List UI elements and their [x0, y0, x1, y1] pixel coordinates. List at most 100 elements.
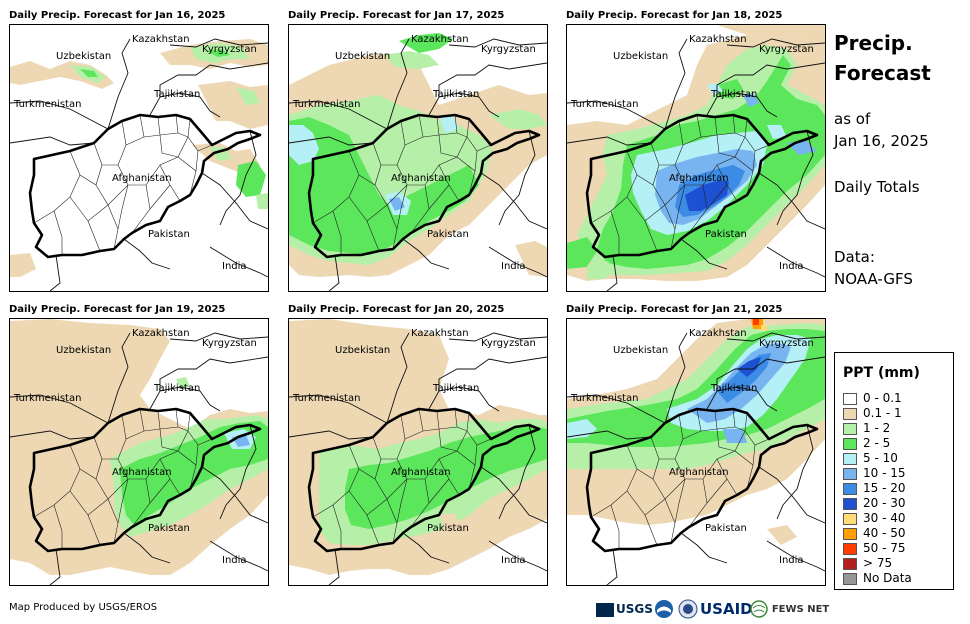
legend-swatch	[843, 482, 857, 495]
province-boundary	[428, 478, 450, 504]
country-label-uzbekistan: Uzbekistan	[335, 345, 390, 356]
country-border	[209, 246, 268, 278]
province-boundary	[674, 184, 686, 230]
legend-swatch	[843, 437, 857, 450]
legend-label: 40 - 50	[863, 526, 906, 540]
forecast-panel-jan19: Daily Precip. Forecast for Jan 19, 2025 …	[9, 304, 269, 586]
precip-area	[587, 261, 617, 279]
country-border	[606, 254, 618, 291]
as-of-text: as of Jan 16, 2025	[834, 108, 954, 152]
country-border	[716, 356, 825, 391]
province-boundary	[159, 428, 179, 452]
country-label-kyrgyzstan: Kyrgyzstan	[759, 338, 814, 349]
country-border	[428, 386, 500, 412]
precip-area	[236, 161, 266, 197]
legend-item: 2 - 5	[843, 436, 890, 450]
as-of-line1: as of	[834, 110, 871, 128]
country-label-uzbekistan: Uzbekistan	[56, 345, 111, 356]
precip-area	[567, 237, 597, 269]
precip-area	[176, 377, 190, 389]
precip-area	[717, 79, 743, 99]
map-frame: Uzbekistan Kazakhstan Kyrgyzstan Tajikistan…	[566, 24, 826, 292]
precip-map: Uzbekistan Kazakhstan Kyrgyzstan Tajikistan…	[567, 319, 825, 585]
country-border	[664, 332, 688, 424]
province-boundary	[381, 414, 406, 460]
legend-item: 40 - 50	[843, 526, 906, 540]
map-frame: Uzbekistan Kazakhstan Kyrgyzstan Tajikistan…	[566, 318, 826, 586]
country-border	[328, 548, 340, 585]
country-label-afghanistan: Afghanistan	[112, 467, 172, 478]
country-border	[10, 136, 95, 146]
province-boundary	[636, 142, 660, 186]
legend-swatch	[843, 407, 857, 420]
legend-label: 0.1 - 1	[863, 406, 902, 420]
country-border	[706, 92, 778, 118]
country-label-uzbekistan: Uzbekistan	[613, 51, 668, 62]
country-label-india: India	[501, 261, 526, 272]
country-border	[606, 548, 618, 585]
country-label-pakistan: Pakistan	[427, 523, 469, 534]
globe-icon	[750, 600, 768, 618]
country-border	[664, 38, 688, 130]
country-border	[219, 424, 257, 520]
province-boundary	[107, 204, 119, 250]
country-label-pakistan: Pakistan	[705, 229, 747, 240]
precip-area	[385, 51, 439, 69]
legend-label: 50 - 75	[863, 541, 906, 555]
forecast-panel-jan21: Daily Precip. Forecast for Jan 21, 2025 …	[566, 304, 826, 586]
side-title-line1: Precip.	[834, 31, 913, 55]
country-border	[488, 246, 547, 278]
legend-swatch	[843, 557, 857, 570]
country-border	[567, 136, 652, 146]
legend-swatch	[843, 452, 857, 465]
legend-swatch	[843, 512, 857, 525]
province-boundary	[396, 136, 468, 186]
province-boundary	[381, 120, 406, 166]
province-boundary	[610, 504, 620, 549]
province-boundary	[117, 184, 129, 230]
legend-label: 5 - 10	[863, 451, 898, 465]
usgs-logo: USGS	[596, 598, 653, 620]
country-label-kyrgyzstan: Kyrgyzstan	[202, 44, 257, 55]
country-border	[159, 356, 268, 391]
country-label-afghanistan: Afghanistan	[112, 173, 172, 184]
province-boundary	[159, 114, 179, 136]
legend-item: 1 - 2	[843, 421, 890, 435]
province-boundary	[53, 504, 63, 549]
province-boundary	[644, 514, 658, 546]
province-boundary	[674, 136, 746, 186]
country-border	[758, 172, 825, 230]
afghanistan-border	[307, 407, 541, 553]
country-border	[680, 238, 728, 270]
as-of-date: Jan 16, 2025	[834, 132, 929, 150]
fewsnet-logo: FEWS NET	[750, 598, 829, 620]
country-label-pakistan: Pakistan	[705, 523, 747, 534]
country-label-turkmenistan: Turkmenistan	[570, 393, 638, 404]
legend-item: 30 - 40	[843, 511, 906, 525]
province-boundary	[143, 116, 161, 138]
country-border	[289, 394, 388, 424]
country-label-pakistan: Pakistan	[427, 229, 469, 240]
usaid-logo: USAID	[700, 598, 753, 620]
legend-label: 15 - 20	[863, 481, 906, 495]
country-label-kazakhstan: Kazakhstan	[689, 328, 747, 339]
country-border	[107, 38, 131, 130]
precip-area	[289, 125, 319, 165]
province-boundary	[117, 478, 129, 524]
afghanistan-border	[585, 407, 819, 553]
province-boundary	[366, 220, 380, 252]
country-label-kyrgyzstan: Kyrgyzstan	[481, 44, 536, 55]
province-boundary	[117, 430, 189, 480]
country-border	[680, 532, 728, 564]
forecast-panel-jan20: Daily Precip. Forecast for Jan 20, 2025 …	[288, 304, 548, 586]
panel-title: Daily Precip. Forecast for Jan 20, 2025	[288, 304, 505, 315]
panel-title: Daily Precip. Forecast for Jan 19, 2025	[9, 304, 226, 315]
country-border	[289, 100, 388, 130]
province-boundary	[332, 210, 342, 255]
province-boundary	[332, 504, 342, 549]
country-label-turkmenistan: Turkmenistan	[570, 99, 638, 110]
legend-label: 2 - 5	[863, 436, 891, 450]
precip-area	[767, 525, 797, 545]
country-border	[438, 356, 547, 391]
province-boundary	[366, 514, 380, 546]
